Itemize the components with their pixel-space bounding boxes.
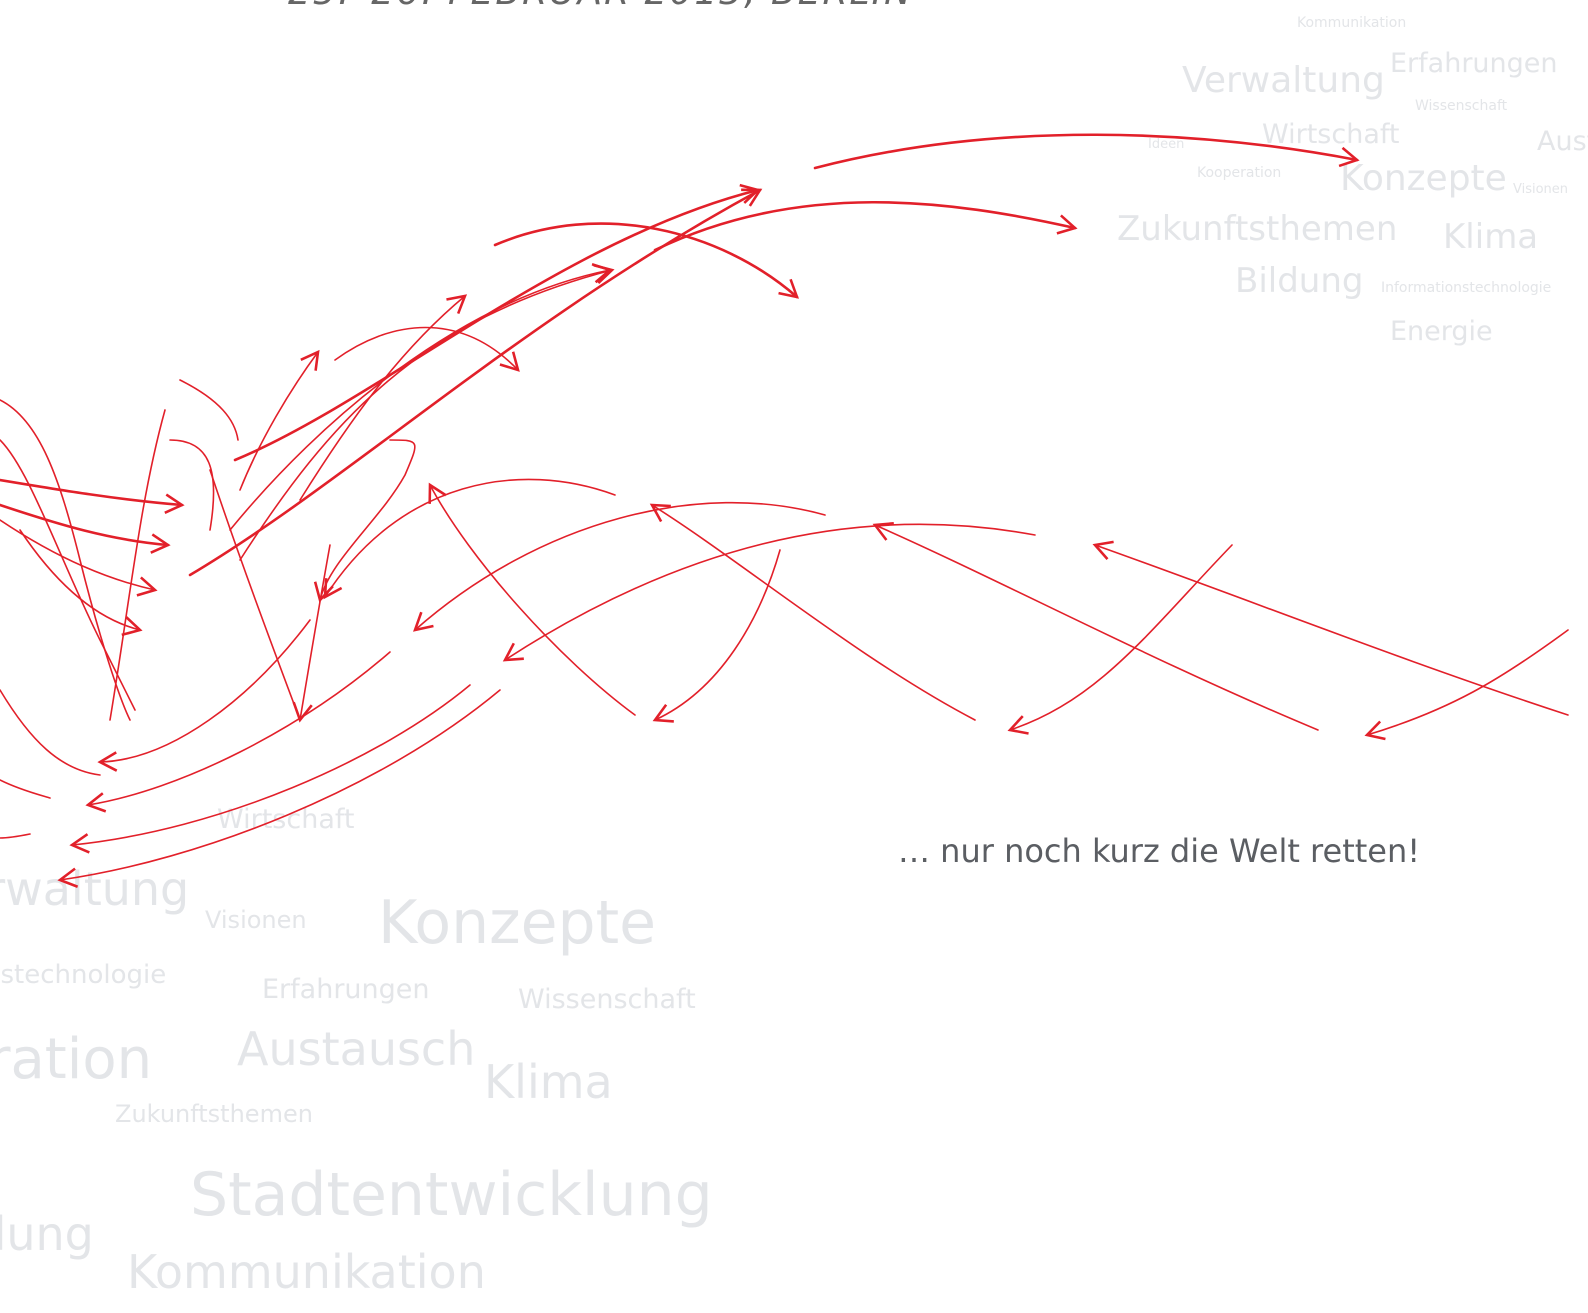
header-date: 25.–26. FEBRUAR 2013, BERLIN <box>288 0 913 13</box>
cloud-word: Konzepte <box>378 888 656 958</box>
cloud-word: Zukunftsthemen <box>1117 209 1397 249</box>
cloud-word: Austausch <box>237 1022 475 1076</box>
cloud-word: Zukunftsthemen <box>115 1100 313 1128</box>
cloud-word: Ideen <box>1148 137 1184 152</box>
page: 25.–26. FEBRUAR 2013, BERLIN Kommunikati… <box>0 0 1588 1313</box>
cloud-word: Klima <box>484 1055 613 1109</box>
cloud-word: Wissenschaft <box>1415 98 1508 114</box>
cloud-word: Konzepte <box>1340 158 1507 199</box>
cloud-word: Klima <box>1443 217 1538 257</box>
cloud-word: Wirtschaft <box>1262 119 1399 150</box>
cloud-word: Wissenschaft <box>518 984 696 1015</box>
cloud-word: Verwaltung <box>0 862 189 916</box>
cloud-word: Visionen <box>1513 182 1568 197</box>
cloud-word: Erfahrungen <box>262 974 430 1005</box>
cloud-word: Verwaltung <box>1182 60 1385 101</box>
cloud-word: Bildung <box>1235 261 1363 301</box>
cloud-word: Kooperation <box>1197 165 1281 181</box>
cloud-word: Kommunikation <box>127 1245 486 1299</box>
cloud-word: Austausch <box>1537 126 1588 157</box>
cloud-word: Kooperation <box>0 1027 152 1092</box>
cloud-word: Erfahrungen <box>1390 48 1558 79</box>
cloud-word: Bildung <box>0 1207 94 1261</box>
cloud-word: Visionen <box>205 906 307 934</box>
cloud-word: Informationstechnologie <box>1381 280 1551 296</box>
word-cloud-bottom-left: WirtschaftVerwaltungVisionenKonzepteInfo… <box>0 804 713 1299</box>
cloud-word: Informationstechnologie <box>0 960 166 990</box>
cloud-word: Kommunikation <box>1297 15 1406 31</box>
cloud-word: Energie <box>1390 316 1493 347</box>
tagline: … nur noch kurz die Welt retten! <box>898 832 1420 870</box>
cloud-word: Stadtentwicklung <box>190 1160 713 1230</box>
